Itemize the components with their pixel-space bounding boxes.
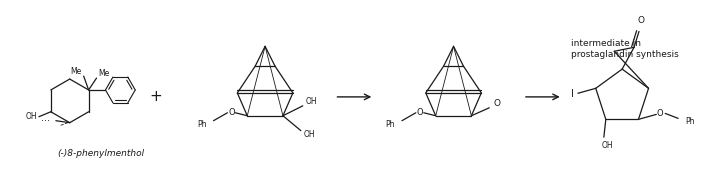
- Text: OH: OH: [306, 97, 318, 106]
- Text: OH: OH: [26, 112, 37, 121]
- Text: Me: Me: [70, 67, 82, 76]
- Text: I: I: [571, 89, 574, 99]
- Text: Me: Me: [99, 69, 110, 78]
- Text: Ph: Ph: [197, 120, 206, 129]
- Text: +: +: [150, 89, 162, 104]
- Text: O: O: [228, 108, 235, 117]
- Text: O: O: [657, 109, 664, 118]
- Text: OH: OH: [602, 141, 613, 150]
- Text: Ph: Ph: [685, 117, 695, 126]
- Text: intermediate in
prostaglandin synthesis: intermediate in prostaglandin synthesis: [571, 39, 679, 59]
- Text: O: O: [493, 99, 501, 108]
- Text: Ph: Ph: [385, 120, 395, 129]
- Text: O: O: [416, 108, 423, 117]
- Text: (-)8-phenylmenthol: (-)8-phenylmenthol: [57, 149, 144, 158]
- Text: ···: ···: [41, 116, 50, 126]
- Text: OH: OH: [303, 130, 316, 139]
- Text: O: O: [637, 17, 644, 26]
